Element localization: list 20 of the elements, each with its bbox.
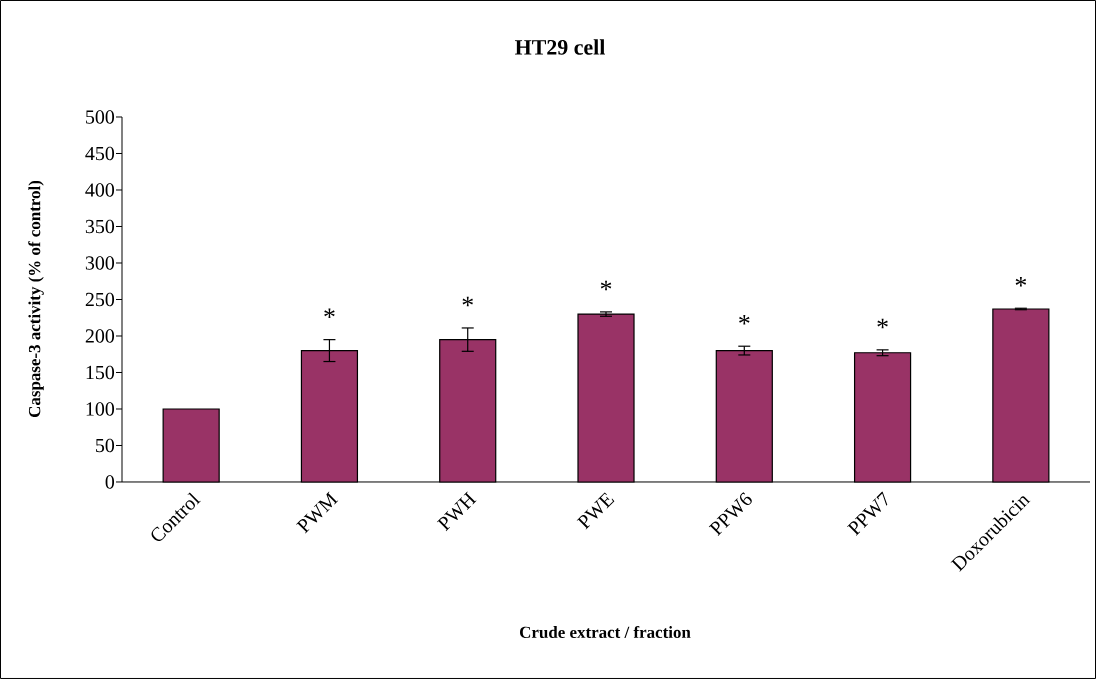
annotation: *	[462, 296, 473, 307]
annotation: *	[1015, 277, 1027, 287]
annotation: *	[600, 280, 612, 291]
y-tick-label: 300	[85, 256, 115, 270]
y-tick-label: 350	[85, 219, 115, 234]
y-tick-label: 0	[105, 475, 115, 489]
chart-title: HT29 cell	[515, 39, 605, 55]
y-tick-label: 450	[85, 146, 115, 161]
y-tick-label: 500	[86, 110, 115, 124]
annotation: *	[739, 315, 750, 325]
y-tick-label: 400	[85, 183, 115, 197]
annotation: *	[324, 308, 335, 318]
y-tick-label: 100	[86, 402, 115, 416]
x-axis-title: Crude extract / fraction	[520, 625, 691, 639]
y-axis-title: Caspase-3 activity (% of control)	[28, 180, 44, 418]
y-tick-label: 50	[96, 438, 115, 453]
y-tick-label: 150	[86, 365, 115, 380]
y-tick-label: 250	[85, 292, 115, 307]
annotation: *	[877, 318, 888, 329]
y-tick-label: 200	[85, 329, 115, 343]
